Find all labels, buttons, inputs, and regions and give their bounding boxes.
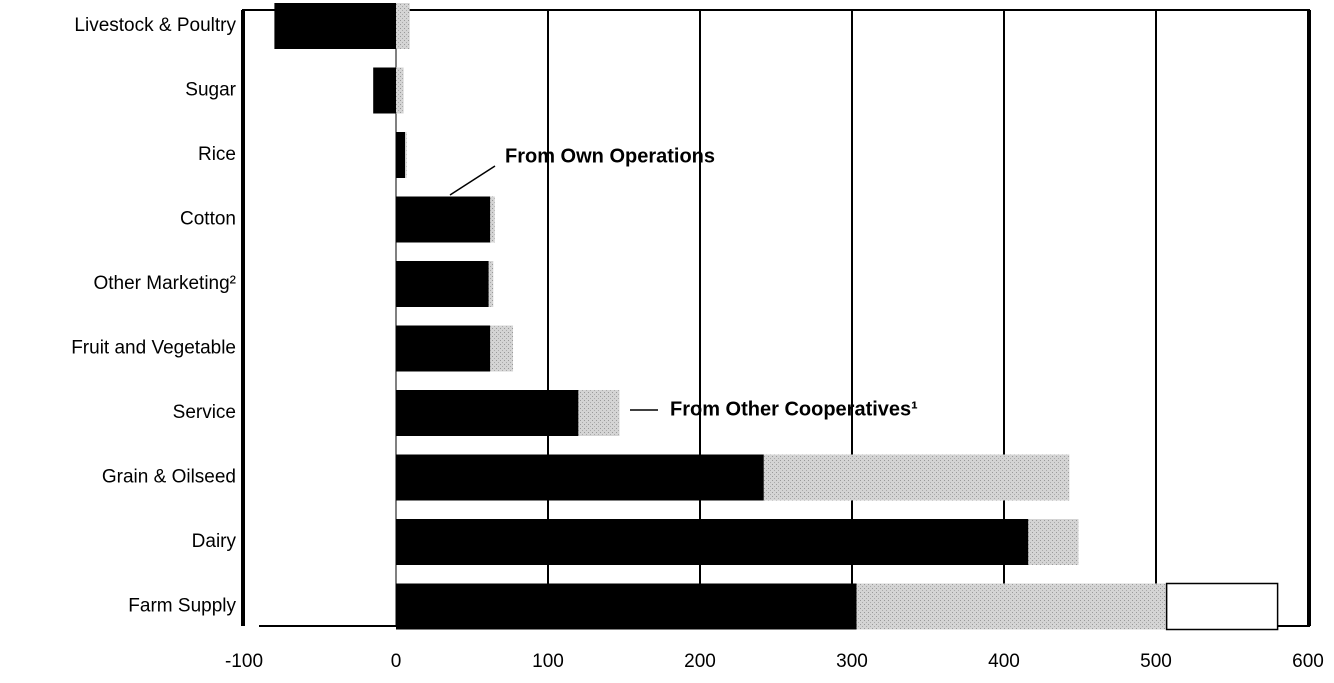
y-tick-label: Sugar — [185, 80, 236, 101]
x-tick-label: -100 — [225, 651, 263, 672]
x-tick-label: 400 — [988, 651, 1020, 672]
bar — [396, 519, 1029, 565]
bar — [405, 132, 407, 178]
x-tick-label: 600 — [1292, 651, 1324, 672]
y-tick-label: Other Marketing² — [93, 273, 236, 294]
bar — [1165, 582, 1279, 631]
y-tick-label: Livestock & Poultry — [74, 15, 236, 36]
bar — [578, 390, 620, 436]
annotation: From Other Cooperatives¹ — [670, 398, 918, 420]
x-tick-label: 100 — [532, 651, 564, 672]
bar — [490, 196, 495, 243]
x-tick-label: 300 — [836, 651, 868, 672]
y-tick-label: Service — [173, 402, 236, 423]
leader-line — [449, 165, 496, 196]
bar — [763, 454, 1070, 501]
y-tick-label: Farm Supply — [128, 596, 236, 617]
y-tick-label: Fruit and Vegetable — [71, 338, 236, 359]
x-tick-label: 200 — [684, 651, 716, 672]
annotation: From Own Operations — [505, 145, 715, 167]
bar — [274, 3, 396, 49]
bar — [396, 390, 579, 436]
bar — [396, 67, 404, 114]
bar — [373, 67, 396, 114]
y-tick-label: Rice — [198, 144, 236, 165]
bar — [396, 325, 491, 372]
y-tick-label: Dairy — [192, 531, 237, 552]
bar — [396, 196, 491, 243]
bar — [396, 261, 489, 307]
bar — [856, 583, 1167, 630]
x-tick-label: 0 — [391, 651, 402, 672]
y-tick-label: Cotton — [180, 209, 236, 230]
bar — [490, 325, 514, 372]
x-tick-label: 500 — [1140, 651, 1172, 672]
bar — [396, 3, 410, 49]
bar — [488, 261, 494, 307]
y-tick-label: Grain & Oilseed — [102, 467, 236, 488]
bar — [396, 132, 406, 178]
bar — [396, 454, 764, 501]
bar — [1028, 519, 1079, 565]
bar — [396, 583, 857, 630]
